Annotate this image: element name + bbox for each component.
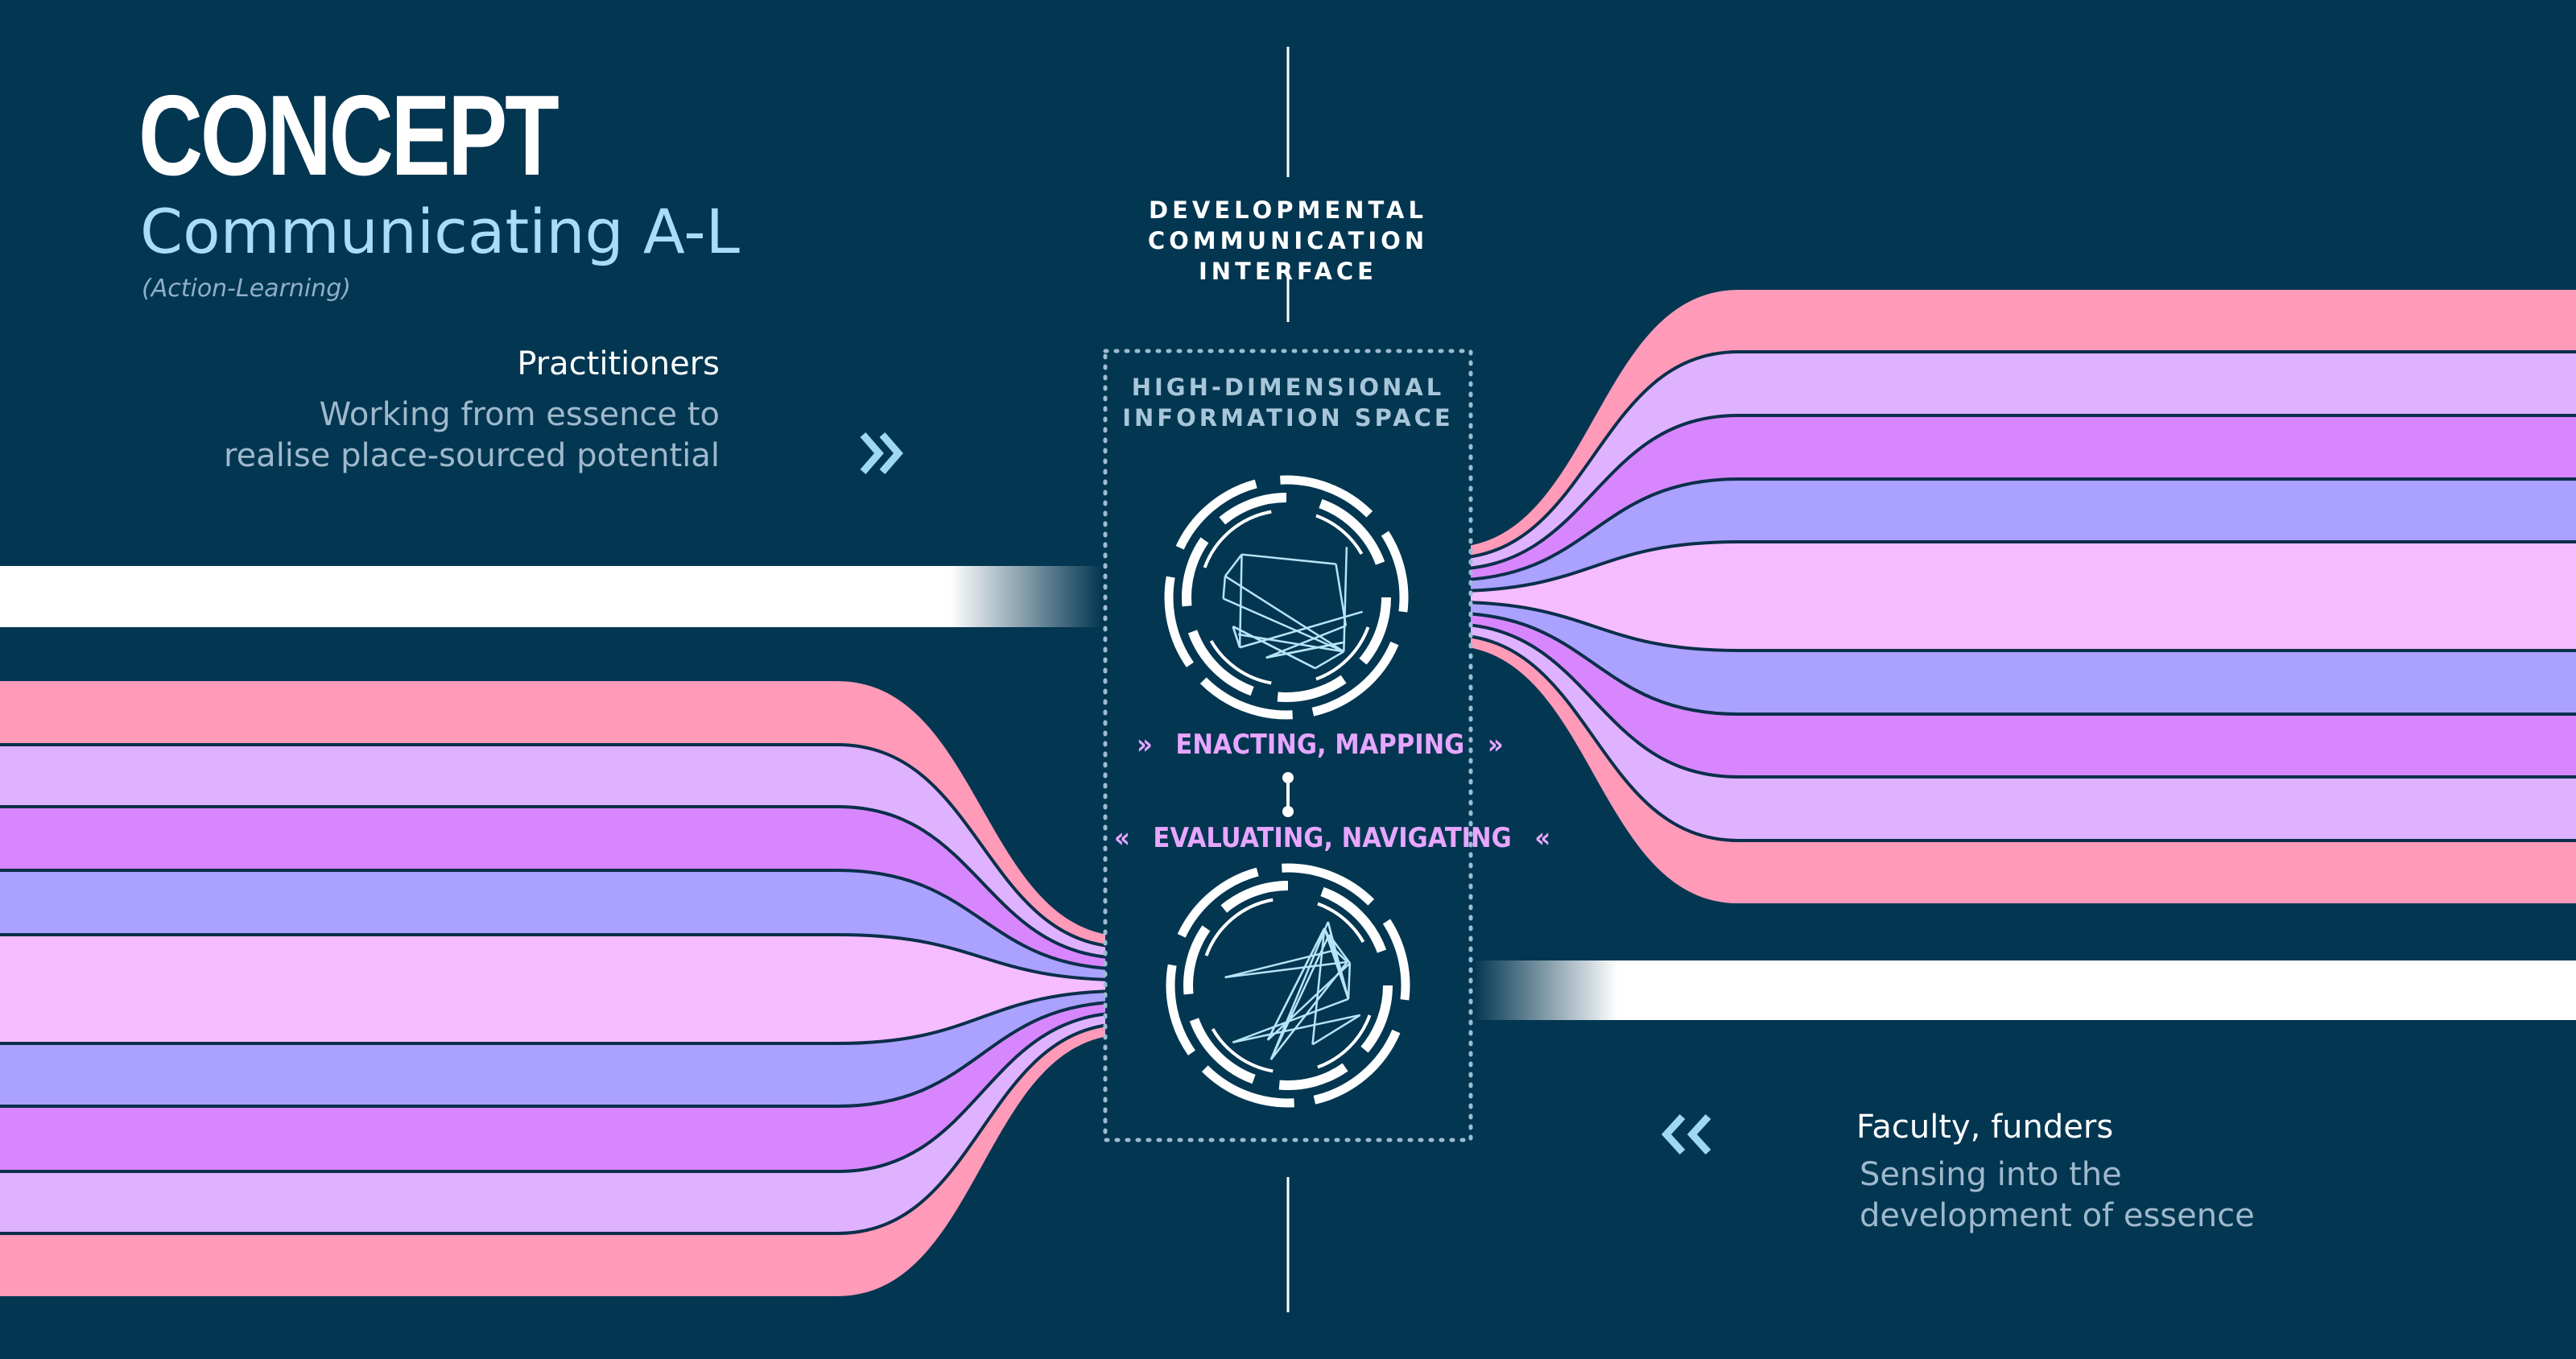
practitioners-description-line: realise place-sourced potential xyxy=(224,437,720,474)
information-band xyxy=(1449,623,2576,841)
page-subtitle: Communicating A-L xyxy=(140,196,741,267)
network-circle-icon xyxy=(1164,475,1409,720)
band-separator-line xyxy=(1417,633,2576,842)
interface-heading: DEVELOPMENTAL COMMUNICATION INTERFACE xyxy=(1063,195,1513,287)
information-band xyxy=(1449,634,2576,903)
information-band xyxy=(0,1012,1127,1233)
band-separator-line xyxy=(1417,477,2576,582)
band-separator-line xyxy=(1417,350,2576,560)
band-separator-line xyxy=(1417,414,2576,572)
network-circle-icon xyxy=(1166,863,1410,1108)
information-band xyxy=(1449,601,2576,714)
forward-arrow-icon: » xyxy=(1487,729,1504,761)
information-band xyxy=(1449,542,2576,651)
faculty-title: Faculty, funders xyxy=(1856,1109,2114,1146)
enacting-mapping-label: ENACTING, MAPPING xyxy=(1175,729,1465,761)
information-band xyxy=(1449,479,2576,592)
practitioners-description: Working from essence to realise place-so… xyxy=(224,394,720,477)
faculty-channel-bar xyxy=(1473,960,2576,1020)
information-band xyxy=(0,990,1127,1106)
practitioners-title: Practitioners xyxy=(517,345,720,382)
information-band xyxy=(1449,290,2576,559)
double-chevron-right-icon xyxy=(860,432,903,474)
practitioner-channel-bar xyxy=(0,566,1103,627)
band-separator-line xyxy=(0,933,1159,982)
forward-arrow-icon: » xyxy=(1137,729,1153,761)
practitioners-description-line: Working from essence to xyxy=(319,396,720,433)
band-separator-line xyxy=(1417,540,2576,593)
information-band xyxy=(1449,613,2576,777)
band-separator-line xyxy=(1417,622,2576,779)
band-separator-line xyxy=(1417,600,2576,652)
information-space-heading-line: HIGH-DIMENSIONAL xyxy=(1131,374,1445,401)
right-information-bands xyxy=(1417,290,2576,903)
process-connector xyxy=(1282,772,1294,817)
interface-heading-line: DEVELOPMENTAL xyxy=(1149,196,1427,224)
information-band xyxy=(0,1023,1127,1296)
information-band xyxy=(0,745,1127,959)
faculty-description-line: development of essence xyxy=(1860,1197,2255,1234)
interface-heading-line: COMMUNICATION INTERFACE xyxy=(1147,227,1429,285)
band-separator-line xyxy=(0,989,1159,1045)
information-band xyxy=(0,681,1127,948)
band-separator-line xyxy=(0,1000,1159,1108)
faculty-description-line: Sensing into the xyxy=(1860,1156,2122,1193)
information-band xyxy=(0,870,1127,981)
evaluating-navigating-row: « EVALUATING, NAVIGATING « xyxy=(1114,822,1550,854)
double-chevron-left-icon xyxy=(1661,1113,1711,1155)
subtitle-note: (Action-Learning) xyxy=(142,275,352,303)
information-band xyxy=(0,807,1127,969)
information-band xyxy=(1449,352,2576,570)
backward-arrow-icon: « xyxy=(1114,822,1130,854)
enacting-mapping-row: » ENACTING, MAPPING » xyxy=(1137,729,1504,761)
band-separator-line xyxy=(0,805,1159,960)
information-space-heading: HIGH-DIMENSIONAL INFORMATION SPACE xyxy=(1096,372,1480,433)
information-band xyxy=(0,1002,1127,1171)
backward-arrow-icon: « xyxy=(1534,822,1551,854)
band-separator-line xyxy=(0,743,1159,949)
page-title: CONCEPT xyxy=(138,72,559,200)
band-separator-line xyxy=(0,1022,1159,1235)
information-space-heading-line: INFORMATION SPACE xyxy=(1122,404,1454,432)
information-band xyxy=(0,935,1127,1043)
left-information-bands xyxy=(0,681,1159,1296)
information-band xyxy=(1449,415,2576,580)
band-separator-line xyxy=(1417,611,2576,716)
evaluating-navigating-label: EVALUATING, NAVIGATING xyxy=(1153,822,1512,854)
band-separator-line xyxy=(0,869,1159,971)
band-separator-line xyxy=(0,1010,1159,1173)
faculty-description: Sensing into the development of essence xyxy=(1860,1155,2255,1237)
